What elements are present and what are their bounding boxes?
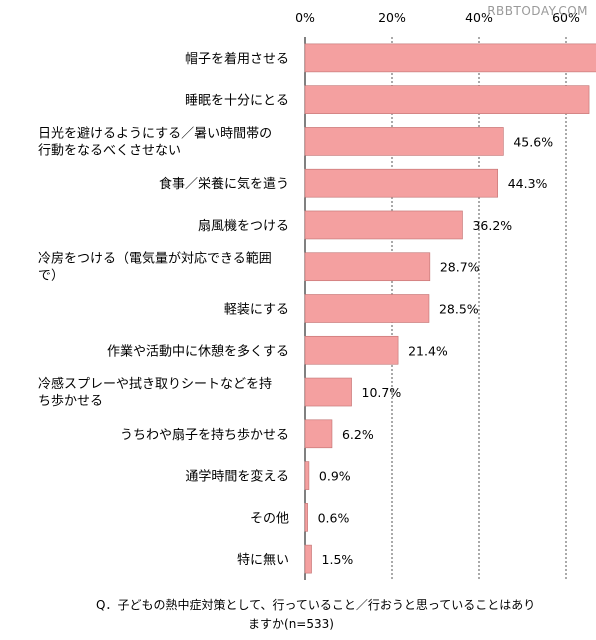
bar [304, 127, 504, 156]
category-label: ち歩かせる [38, 394, 103, 409]
data-label: 44.3% [508, 176, 548, 191]
bar [304, 461, 310, 490]
footnote-text: ますか [248, 617, 285, 631]
data-label: 10.7% [362, 385, 402, 400]
data-label: 36.2% [472, 218, 512, 233]
data-label: 45.6% [513, 134, 553, 149]
data-label: 0.6% [318, 510, 350, 525]
category-label: 通学時間を変える [185, 469, 289, 485]
bar [304, 294, 430, 323]
category-label: 冷感スプレーや拭き取りシートなどを持 [38, 376, 272, 392]
bar [304, 377, 352, 407]
watermark: RBBTODAY.COM [487, 4, 588, 18]
category-label: で） [38, 269, 64, 284]
data-label: 21.4% [408, 343, 448, 358]
footnote-line-2: ますか(n=533) [96, 615, 566, 634]
category-label: 扇風機をつける [198, 218, 289, 234]
bar-chart: 0%20%40%60%68.3%帽子を着用させる65.3%睡眠を十分にとる45.… [38, 10, 596, 580]
data-label: 0.9% [319, 469, 351, 484]
x-tick-label: 0% [295, 10, 315, 25]
data-label: 28.7% [440, 260, 480, 275]
bar [304, 503, 308, 532]
category-label: 睡眠を十分にとる [185, 94, 289, 109]
bar [304, 85, 590, 114]
category-label: 行動をなるべくさせない [38, 143, 181, 158]
category-label: 日光を避けるようにする／暑い時間帯の [38, 126, 272, 141]
category-label: その他 [250, 511, 289, 526]
bar [304, 544, 312, 574]
data-label: 6.2% [342, 427, 374, 442]
sample-size: (n=533) [284, 617, 334, 631]
category-label: 冷房をつける（電気量が対応できる範囲 [38, 251, 272, 267]
data-label: 28.5% [439, 302, 479, 317]
category-label: 帽子を着用させる [185, 51, 289, 67]
x-tick-label: 60% [552, 10, 580, 25]
category-label: 作業や活動中に休憩を多くする [107, 343, 289, 359]
footnote-line-1: Q．子どもの熱中症対策として、行っていること／行おうと思っていることはあり [96, 598, 536, 612]
category-label: 特に無い [237, 553, 289, 568]
data-label: 1.5% [322, 552, 354, 567]
bar [304, 335, 399, 365]
question-footnote: Q．子どもの熱中症対策として、行っていること／行おうと思っていることはあり ます… [96, 596, 566, 634]
bar [304, 43, 596, 73]
category-label: うちわや扇子を持ち歩かせる [120, 427, 289, 443]
bar [304, 419, 333, 449]
x-tick-label: 20% [378, 10, 406, 25]
bar [304, 210, 463, 240]
x-tick-label: 40% [465, 10, 493, 25]
bar [304, 252, 431, 282]
category-label: 軽装にする [224, 303, 289, 318]
bar [304, 168, 499, 198]
category-label: 食事／栄養に気を遣う [159, 176, 289, 192]
